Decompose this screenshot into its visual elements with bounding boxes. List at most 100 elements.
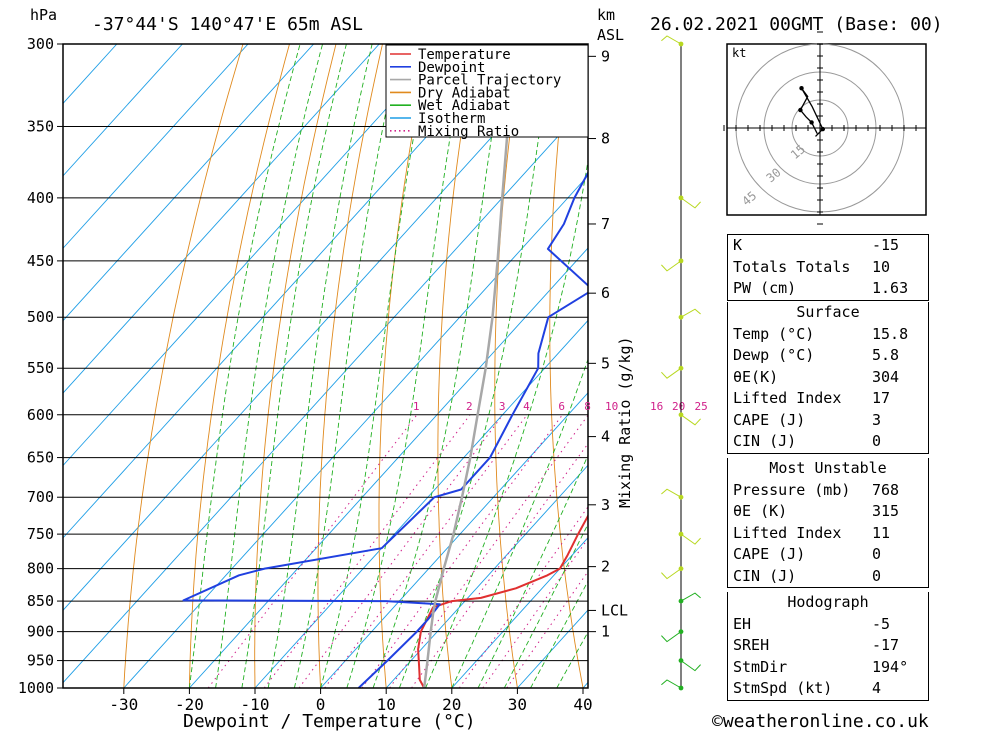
wet-adiabat-line	[451, 358, 588, 688]
temperature-tick-label: 40	[573, 695, 592, 714]
legend-entry: Parcel Trajectory	[418, 73, 561, 89]
temperature-tick-label: 20	[442, 695, 461, 714]
mixing-ratio-line	[324, 414, 528, 688]
pressure-axis: 300 350 400 450 500 550 600 650 700 750 800 850 900 9…	[18, 35, 63, 697]
pressure-tick-label: 600	[27, 406, 54, 424]
index-label: PW (cm)	[733, 279, 797, 297]
mixing-ratio-label: 25	[695, 400, 708, 413]
surface-label: Lifted Index	[733, 389, 842, 407]
pressure-tick-label: 550	[27, 359, 54, 377]
temperature-tick-label: -20	[175, 695, 204, 714]
hodograph-stat-label: SREH	[733, 636, 770, 654]
mixing-ratio-line	[458, 506, 588, 688]
most-unstable-label: CIN (J)	[733, 566, 797, 585]
wind-barb	[661, 631, 682, 643]
index-label: Totals Totals	[733, 257, 851, 276]
index-row: K -15	[728, 235, 928, 257]
most-unstable-value: 768	[872, 480, 900, 499]
dry-adiabat-line	[188, 44, 290, 688]
hodograph-stat-label: EH	[733, 614, 752, 633]
isotherm-line	[63, 102, 588, 684]
height-tick-label: 6	[601, 284, 610, 302]
pressure-tick-label: 500	[27, 308, 54, 326]
mixing-ratio-label: 16	[650, 400, 663, 413]
series-parcel-trajectory	[422, 44, 512, 688]
pressure-tick-label: 400	[27, 189, 54, 207]
mixing-ratio-line	[506, 570, 588, 688]
height-unit: km	[597, 6, 615, 24]
height-tick-label: 5	[601, 354, 610, 372]
most-unstable-label: Lifted Index	[733, 523, 842, 542]
most-unstable-title: Most Unstable	[769, 459, 887, 477]
hodograph-frame	[726, 43, 927, 216]
mixing-ratio-label: 6	[558, 400, 565, 413]
pressure-tick-label: 1000	[18, 679, 54, 697]
dry-adiabat-line	[655, 26, 714, 688]
hodograph-stat-row: EH -5	[728, 614, 928, 636]
wet-adiabat-line	[398, 44, 554, 688]
legend-entry: Dry Adiabat	[418, 85, 511, 101]
surface-label: Temp (°C)	[733, 324, 815, 343]
surface-value: 15.8	[872, 324, 909, 343]
temperature-tick-label: -30	[109, 695, 138, 714]
height-tick-label: 1	[601, 623, 610, 641]
hodograph-stat-label: StmDir	[733, 657, 788, 676]
surface-value: 3	[872, 410, 882, 429]
hodograph-point	[798, 107, 803, 113]
datetime-title: 26.02.2021 00GMT (Base: 00)	[650, 14, 943, 35]
dry-adiabat-line	[986, 26, 1000, 688]
surface-row: CAPE (J) 3	[728, 410, 928, 432]
wind-barb	[661, 488, 682, 498]
legend-entry: Mixing Ratio	[418, 124, 519, 140]
hodograph-unit: kt	[732, 46, 746, 60]
height-tick-label: 4	[601, 428, 610, 446]
pressure-tick-label: 800	[27, 560, 54, 578]
most-unstable-row: θE (K) 315	[728, 501, 928, 523]
index-label: K	[733, 236, 743, 254]
legend-entry: Isotherm	[418, 111, 485, 127]
wind-barb	[680, 308, 701, 318]
index-row: Totals Totals 10	[728, 257, 928, 279]
index-value: 10	[872, 257, 891, 276]
dry-adiabat-line	[939, 26, 1000, 688]
hodograph-stat-value: 194°	[872, 657, 909, 676]
mixing-ratio-label: 1	[413, 400, 420, 413]
hodograph-stat-value: -17	[872, 636, 900, 654]
wet-adiabat-line	[188, 44, 301, 688]
dry-adiabat-line	[317, 44, 383, 688]
isotherm-line	[63, 44, 511, 539]
surface-row: θE(K) 304	[728, 367, 928, 389]
location-title: -37°44'S 140°47'E 65m ASL	[92, 14, 363, 35]
hodograph-stat-title: Hodograph	[787, 593, 869, 611]
wind-level-marker	[678, 494, 684, 500]
wet-adiabat-line	[241, 44, 347, 688]
pressure-tick-label: 750	[27, 525, 54, 543]
pressure-tick-label: 350	[27, 118, 54, 136]
dry-adiabat-line	[549, 44, 584, 688]
most-unstable-value: 0	[872, 545, 882, 563]
wind-level-marker	[678, 314, 684, 320]
pressure-tick-label: 700	[27, 488, 54, 506]
height-tick-label: 9	[601, 47, 610, 65]
most-unstable-label: CAPE (J)	[733, 545, 806, 563]
indices-table: K -15 Totals Totals 10 PW (cm) 1.63	[727, 234, 929, 301]
height-tick-label: 8	[601, 130, 610, 148]
pressure-tick-label: 850	[27, 592, 54, 610]
legend-entry: Temperature	[418, 47, 511, 63]
most-unstable-value: 315	[872, 502, 900, 520]
height-tick-label: LCL	[601, 601, 628, 619]
surface-value: 5.8	[872, 346, 900, 364]
height-ref: ASL	[597, 26, 624, 44]
isotherm-line	[63, 44, 183, 177]
surface-label: θE(K)	[733, 367, 779, 386]
dry-adiabat-line	[378, 44, 430, 688]
surface-label: CAPE (J)	[733, 410, 806, 429]
mixing-ratio-label: 2	[466, 400, 473, 413]
surface-row: Temp (°C) 15.8	[728, 324, 928, 346]
most-unstable-label: θE (K)	[733, 502, 788, 520]
pressure-tick-label: 450	[27, 252, 54, 270]
isotherm-line	[451, 536, 588, 688]
isotherm-line	[63, 44, 577, 611]
index-value: 1.63	[872, 279, 909, 297]
